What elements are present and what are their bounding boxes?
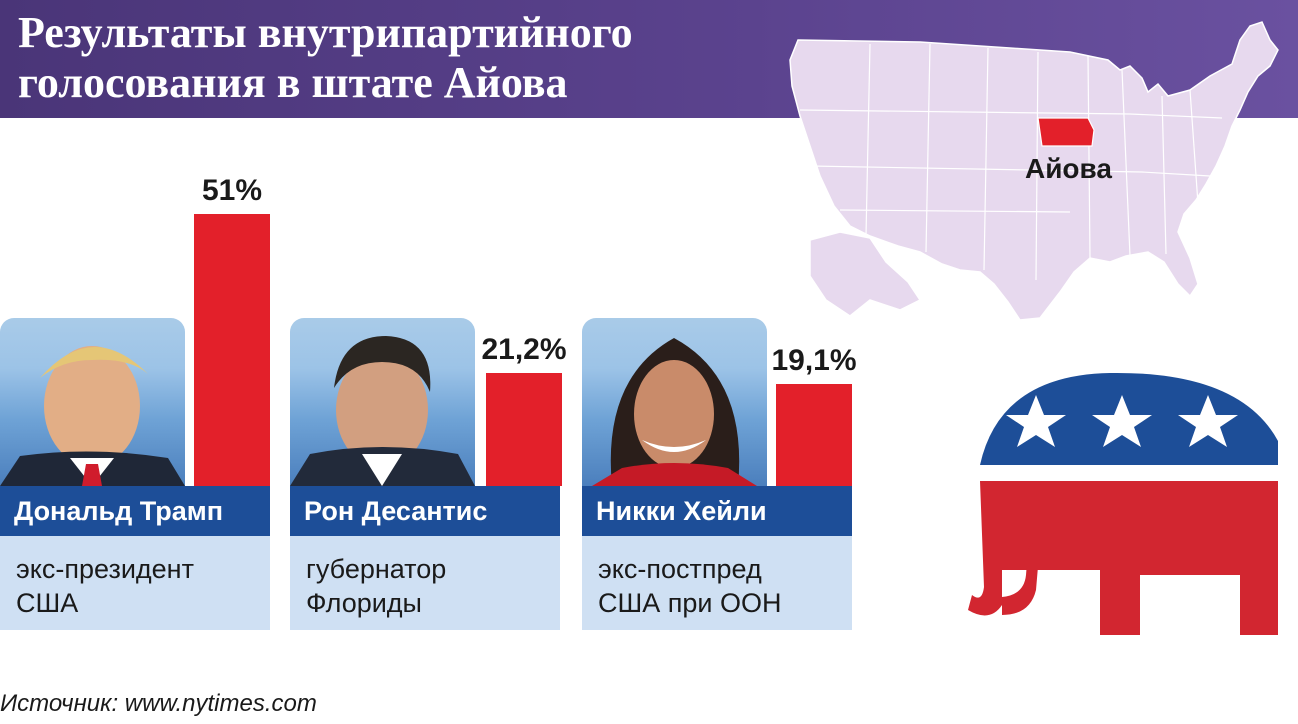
candidate-name-trump: Дональд Трамп: [0, 486, 270, 536]
title-line-2: голосования в штате Айова: [18, 58, 568, 107]
desc-line-1: экс-президент: [16, 554, 194, 584]
candidate-desc-haley: экс-постпред США при ООН: [582, 536, 852, 630]
logo-trunk: [1002, 542, 1040, 615]
state-borders: [799, 43, 1223, 281]
page-title: Результаты внутрипартийного голосования …: [18, 8, 778, 108]
desc-line-2: США: [16, 588, 79, 618]
bar-label-haley: 19,1%: [771, 344, 857, 377]
desc-line-1: экс-постпред: [598, 554, 762, 584]
candidate-desc-desantis: губернатор Флориды: [290, 536, 560, 630]
candidate-photo-haley: [582, 318, 767, 486]
results-chart: Дональд Трамп экс-президент США Рон Деса…: [0, 174, 857, 630]
source-note: Источник: www.nytimes.com: [0, 690, 317, 717]
iowa-label: Айова: [1025, 153, 1112, 184]
bar-trump: [194, 214, 270, 486]
desc-line-2: США при ООН: [598, 588, 782, 618]
candidate-desc-trump: экс-президент США: [0, 536, 270, 630]
candidate-photo-desantis: [290, 318, 475, 486]
bar-desantis: [486, 373, 562, 486]
republican-elephant-logo: [968, 372, 1278, 635]
logo-red-body: [968, 481, 1278, 635]
desc-line-1: губернатор: [306, 554, 447, 584]
logo-stars: [1006, 395, 1238, 447]
us-map: Айова: [789, 21, 1279, 321]
iowa-highlight: [1037, 117, 1095, 147]
alaska-shape: [809, 231, 922, 317]
bar-haley: [776, 384, 852, 486]
candidate-name-haley: Никки Хейли: [582, 486, 852, 536]
desc-line-2: Флориды: [306, 588, 422, 618]
title-line-1: Результаты внутрипартийного: [18, 8, 633, 57]
us-mainland-shape: [789, 21, 1279, 321]
candidate-name-desantis: Рон Десантис: [290, 486, 560, 536]
candidate-photo-trump: [0, 318, 185, 486]
bar-label-trump: 51%: [201, 174, 263, 207]
bar-label-desantis: 21,2%: [481, 333, 567, 366]
